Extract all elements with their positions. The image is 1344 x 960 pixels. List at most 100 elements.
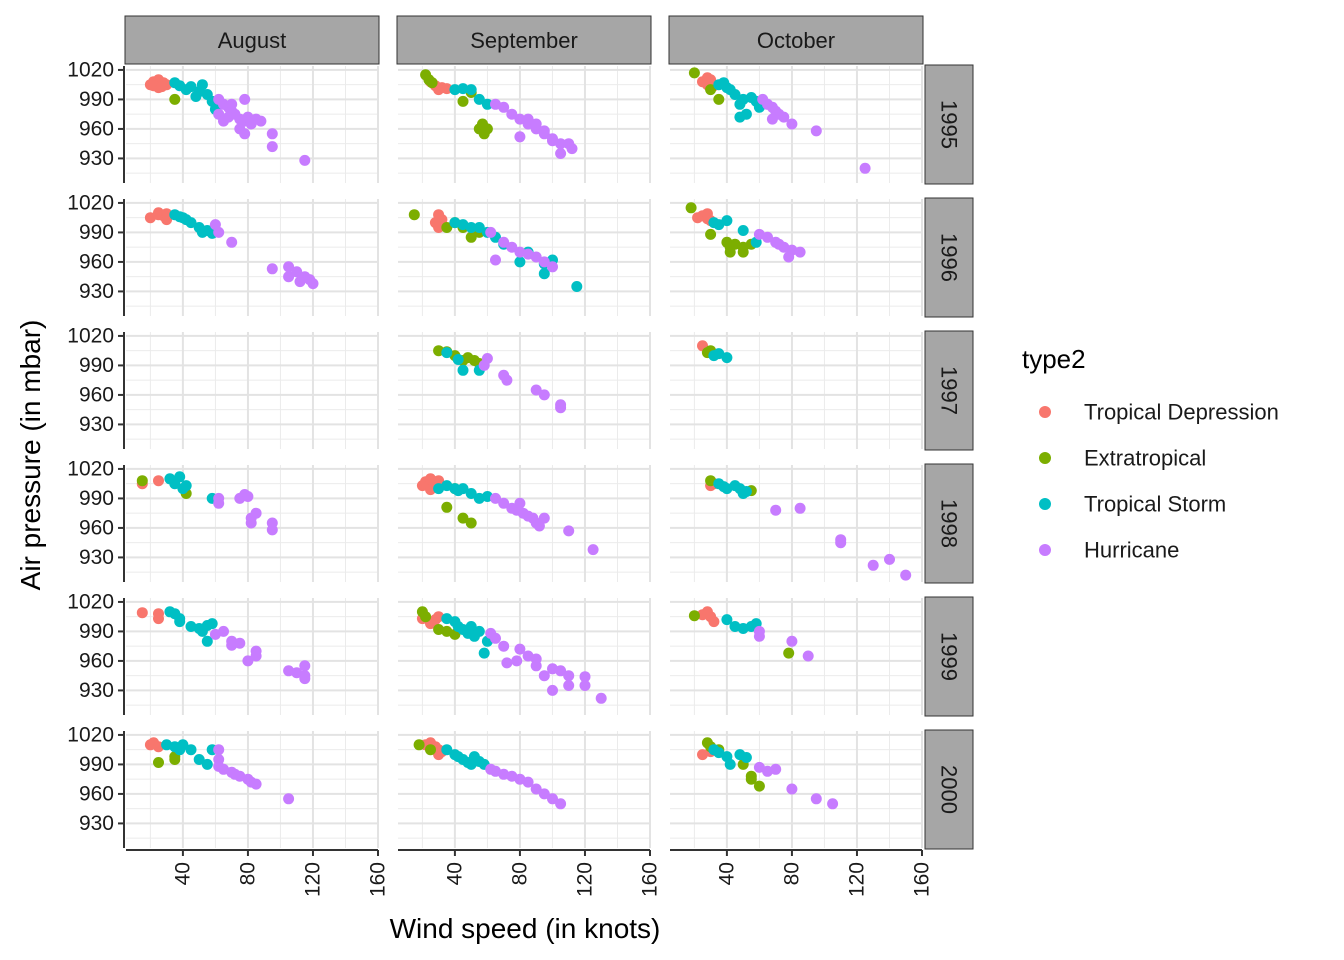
point-tropical-depression: [433, 84, 445, 96]
point-hurricane: [563, 680, 575, 691]
point-hurricane: [299, 154, 311, 166]
point-hurricane: [213, 226, 225, 238]
y-tick-label: 960: [79, 383, 114, 406]
y-tick-label: 960: [79, 516, 114, 539]
strip-1997: 1997: [924, 330, 974, 451]
point-hurricane: [530, 384, 542, 396]
legend: type2 Tropical Depression Extratropical Tr…: [1022, 344, 1279, 563]
points-september-1998: [416, 473, 599, 556]
point-tropical-storm: [441, 347, 453, 359]
point-extratropical: [685, 202, 697, 214]
point-tropical-storm: [740, 752, 752, 763]
y-tick-label: 990: [79, 487, 114, 510]
point-tropical-storm: [180, 480, 192, 492]
x-tick-label: 160: [639, 862, 662, 897]
panel-august-2000: [126, 731, 379, 848]
point-tropical-storm: [724, 758, 736, 770]
y-tick-label: 990: [79, 753, 114, 776]
panel-september-1998: [398, 465, 651, 582]
point-tropical-depression: [153, 209, 164, 221]
y-tick-label: 990: [79, 354, 114, 377]
y-tick-label: 1020: [67, 324, 114, 347]
point-extratropical: [413, 739, 425, 751]
panel-background: [126, 332, 378, 449]
point-extratropical: [426, 77, 438, 89]
points-august-1996: [144, 207, 319, 290]
point-tropical-storm: [538, 268, 550, 280]
y-tick-label: 960: [79, 250, 114, 273]
point-tropical-storm: [174, 471, 186, 483]
point-tropical-storm: [721, 614, 733, 626]
point-hurricane: [514, 113, 526, 125]
y-axis-1999: 1020 990 960 930: [67, 590, 125, 715]
point-hurricane: [266, 263, 278, 275]
strip-label-1997: 1997: [937, 366, 962, 415]
legend-item-tropical-storm: Tropical Storm: [1039, 492, 1226, 517]
point-extratropical: [457, 95, 469, 107]
point-extratropical: [753, 780, 765, 792]
point-hurricane: [283, 793, 295, 805]
y-tick-label: 990: [79, 88, 114, 111]
y-tick-label: 990: [79, 620, 114, 643]
point-hurricane: [250, 645, 262, 657]
point-tropical-storm: [449, 84, 461, 96]
strip-background: [924, 596, 974, 717]
point-hurricane: [283, 261, 295, 273]
panel-august-1997: [126, 332, 379, 449]
legend-title: type2: [1022, 344, 1086, 374]
point-tropical-storm: [174, 616, 186, 628]
x-axis-title: Wind speed (in knots): [390, 913, 661, 944]
point-tropical-storm: [729, 89, 741, 100]
point-tropical-storm: [457, 483, 469, 495]
point-hurricane: [239, 128, 251, 140]
point-hurricane: [533, 520, 545, 532]
point-hurricane: [226, 236, 238, 248]
point-hurricane: [498, 236, 510, 248]
x-tick-label: 160: [367, 862, 390, 897]
point-hurricane: [490, 254, 501, 266]
y-axis-1998: 1020 990 960 930: [67, 457, 125, 582]
point-hurricane: [222, 111, 234, 123]
strip-label-1996: 1996: [937, 233, 962, 282]
strip-label-august: August: [218, 28, 287, 53]
strip-september: September: [396, 15, 652, 65]
point-hurricane: [786, 783, 798, 795]
strip-background: [124, 15, 380, 65]
point-hurricane: [226, 98, 238, 110]
point-hurricane: [786, 118, 798, 130]
point-extratropical: [724, 246, 736, 258]
point-hurricane: [884, 553, 895, 565]
x-tick-label: 120: [845, 862, 868, 897]
point-extratropical: [713, 93, 725, 105]
point-tropical-storm: [201, 635, 213, 647]
point-hurricane: [218, 625, 229, 637]
point-hurricane: [835, 534, 847, 546]
point-tropical-storm: [465, 621, 477, 632]
y-tick-label: 930: [79, 679, 114, 702]
points-september-1996: [408, 209, 583, 292]
point-hurricane: [501, 657, 513, 669]
strip-label-1995: 1995: [937, 100, 962, 149]
strip-1998: 1998: [924, 463, 974, 584]
point-hurricane: [234, 637, 246, 649]
points-august-1995: [144, 74, 311, 166]
point-tropical-storm: [465, 488, 477, 499]
point-hurricane: [810, 125, 822, 137]
point-hurricane: [770, 763, 782, 775]
point-hurricane: [900, 569, 912, 581]
points-october-1999: [688, 606, 814, 662]
point-tropical-depression: [153, 475, 164, 487]
point-hurricane: [762, 231, 773, 243]
points-october-1995: [688, 67, 871, 174]
point-hurricane: [786, 635, 798, 647]
x-tick-label: 120: [573, 862, 596, 897]
x-tick-label: 80: [236, 862, 259, 885]
y-tick-label: 930: [79, 546, 114, 569]
point-hurricane: [213, 744, 225, 756]
panel-background: [126, 731, 378, 848]
y-tick-label: 930: [79, 147, 114, 170]
point-tropical-storm: [193, 754, 205, 765]
x-axis-august: 40 80 120 160: [126, 849, 390, 897]
point-hurricane: [514, 643, 526, 655]
